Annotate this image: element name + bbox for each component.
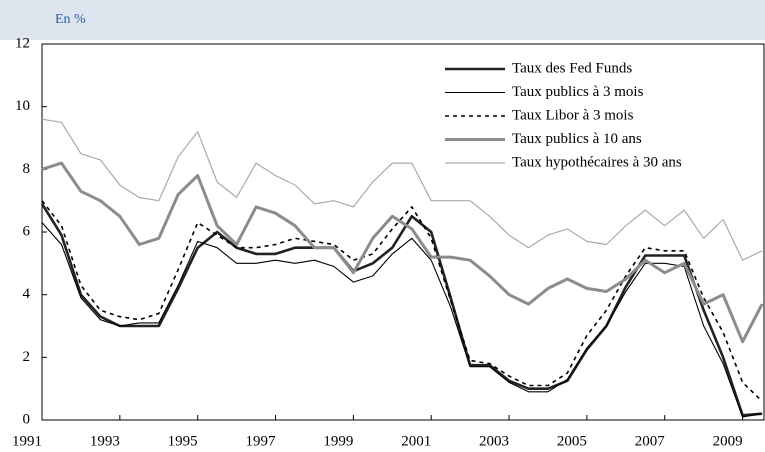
series-line bbox=[40, 203, 763, 417]
y-tick-label: 0 bbox=[23, 411, 31, 427]
x-tick-label: 2005 bbox=[557, 433, 587, 449]
y-tick-label: 8 bbox=[23, 161, 31, 177]
legend-label: Taux des Fed Funds bbox=[512, 60, 632, 76]
x-tick-label: 1993 bbox=[90, 433, 120, 449]
x-tick-label: 1997 bbox=[246, 433, 277, 449]
x-tick-label: 1991 bbox=[12, 433, 42, 449]
legend-label: Taux publics à 3 mois bbox=[512, 84, 644, 100]
legend-label: Taux Libor à 3 mois bbox=[512, 107, 634, 123]
legend-label: Taux publics à 10 ans bbox=[512, 131, 642, 147]
header-band bbox=[0, 0, 765, 40]
x-tick-label: 2001 bbox=[401, 433, 431, 449]
y-tick-label: 12 bbox=[15, 35, 30, 51]
series-line bbox=[41, 161, 764, 344]
x-tick-label: 2003 bbox=[479, 433, 509, 449]
y-tick-label: 2 bbox=[23, 349, 31, 365]
legend-label: Taux hypothécaires à 30 ans bbox=[512, 154, 682, 170]
series-line bbox=[41, 118, 763, 261]
y-tick-label: 10 bbox=[15, 98, 30, 114]
x-tick-label: 2009 bbox=[713, 433, 743, 449]
x-tick-label: 1999 bbox=[323, 433, 353, 449]
y-axis-unit: En % bbox=[55, 12, 86, 27]
y-tick-label: 4 bbox=[23, 286, 31, 302]
x-tick-label: 1995 bbox=[168, 433, 198, 449]
series-line bbox=[41, 200, 763, 402]
y-tick-label: 6 bbox=[23, 223, 31, 239]
series-line bbox=[41, 222, 763, 418]
x-tick-label: 2007 bbox=[635, 433, 666, 449]
